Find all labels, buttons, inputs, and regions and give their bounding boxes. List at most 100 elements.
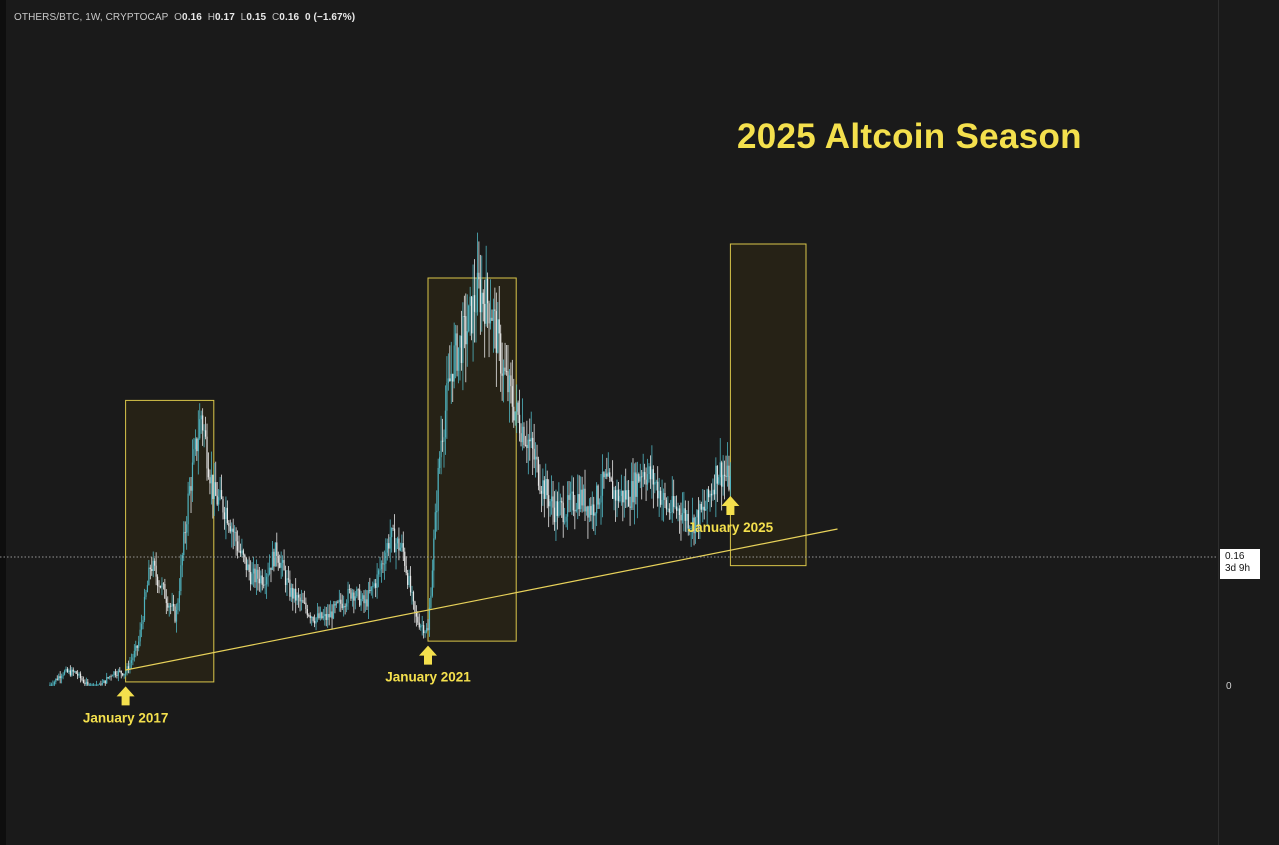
candle-166: [290, 583, 292, 602]
candle-54: [127, 660, 130, 674]
candle-63: [140, 614, 143, 638]
candle-255: [420, 623, 422, 631]
candle-80: [165, 589, 167, 615]
candle-30: [93, 683, 95, 686]
candle-124: [229, 519, 231, 534]
price-scale[interactable]: [1218, 0, 1279, 845]
candle-50: [122, 673, 124, 677]
candle-81: [167, 596, 169, 612]
candle-99: [193, 437, 195, 465]
candle-251: [414, 600, 416, 623]
candle-335: [536, 444, 538, 473]
candle-416: [654, 472, 656, 494]
candle-409: [644, 463, 646, 485]
highlight-box-1[interactable]: [125, 399, 215, 683]
candle-100: [194, 429, 196, 456]
candle-403: [635, 462, 637, 505]
candle-243: [402, 531, 404, 562]
candle-453: [707, 486, 710, 502]
candle-137: [248, 557, 250, 581]
candle-450: [703, 489, 705, 520]
candle-186: [319, 606, 322, 621]
candle-278: [453, 322, 455, 389]
candle-226: [377, 568, 380, 588]
candle-210: [354, 590, 356, 610]
candle-417: [655, 479, 657, 491]
candle-153: [271, 541, 274, 571]
candle-266: [436, 490, 438, 532]
candle-317: [510, 362, 512, 404]
highlight-box-2[interactable]: [427, 277, 517, 642]
price-chart[interactable]: January 2017 January 2021 January 2025: [0, 0, 1218, 845]
candle-359: [571, 475, 573, 515]
candle-386: [610, 476, 612, 482]
candle-174: [302, 592, 304, 604]
candle-149: [266, 573, 268, 599]
highlight-box-3[interactable]: [729, 243, 807, 567]
candle-378: [598, 498, 601, 509]
candle-247: [408, 569, 410, 588]
close-label: C: [271, 12, 280, 23]
candle-169: [295, 578, 297, 614]
candle-120: [223, 506, 226, 530]
candle-116: [218, 489, 220, 512]
candle-406: [639, 463, 641, 489]
candle-12: [66, 667, 69, 673]
candle-421: [661, 479, 663, 521]
candle-185: [318, 606, 320, 620]
candle-325: [521, 398, 524, 451]
candle-462: [721, 460, 723, 511]
candle-218: [366, 590, 368, 611]
candle-87: [175, 603, 178, 633]
candle-22: [81, 676, 83, 682]
candle-304: [491, 309, 493, 322]
candle-456: [712, 478, 714, 501]
candle-161: [283, 549, 285, 571]
support-trendline[interactable]: [125, 528, 838, 671]
candle-274: [447, 353, 449, 391]
candle-170: [296, 592, 298, 605]
candle-256: [421, 615, 423, 636]
candle-193: [329, 600, 332, 618]
candle-168: [293, 588, 295, 603]
candle-413: [649, 455, 652, 489]
candle-138: [250, 560, 252, 591]
candle-370: [587, 505, 589, 539]
candle-452: [706, 488, 708, 527]
candle-180: [311, 615, 313, 626]
candle-41: [109, 675, 111, 680]
candle-20: [78, 671, 80, 678]
candle-21: [79, 671, 82, 683]
candle-295: [478, 241, 480, 289]
candle-160: [282, 555, 284, 577]
candle-69: [149, 564, 151, 580]
candle-463: [722, 455, 724, 496]
candle-141: [254, 564, 256, 588]
candle-436: [683, 491, 685, 532]
candle-127: [234, 525, 236, 547]
candle-209: [353, 589, 355, 614]
candle-401: [632, 458, 634, 511]
candle-320: [514, 411, 516, 426]
candle-167: [292, 583, 294, 611]
candle-39: [106, 672, 108, 685]
candle-331: [530, 411, 532, 449]
candle-136: [247, 559, 249, 571]
candle-321: [516, 384, 518, 434]
candle-107: [204, 416, 207, 440]
candle-242: [401, 534, 403, 552]
candle-249: [411, 585, 413, 605]
candle-455: [710, 483, 713, 508]
candle-189: [324, 606, 326, 626]
candle-296: [479, 254, 481, 335]
candle-379: [600, 474, 602, 525]
candle-373: [591, 491, 593, 530]
candle-454: [709, 490, 711, 512]
candle-397: [626, 480, 628, 508]
candle-48: [119, 667, 121, 673]
high-label: H: [207, 12, 216, 23]
candle-322: [517, 400, 519, 424]
candle-38: [104, 680, 106, 686]
candle-340: [543, 476, 545, 518]
candle-248: [409, 566, 412, 596]
